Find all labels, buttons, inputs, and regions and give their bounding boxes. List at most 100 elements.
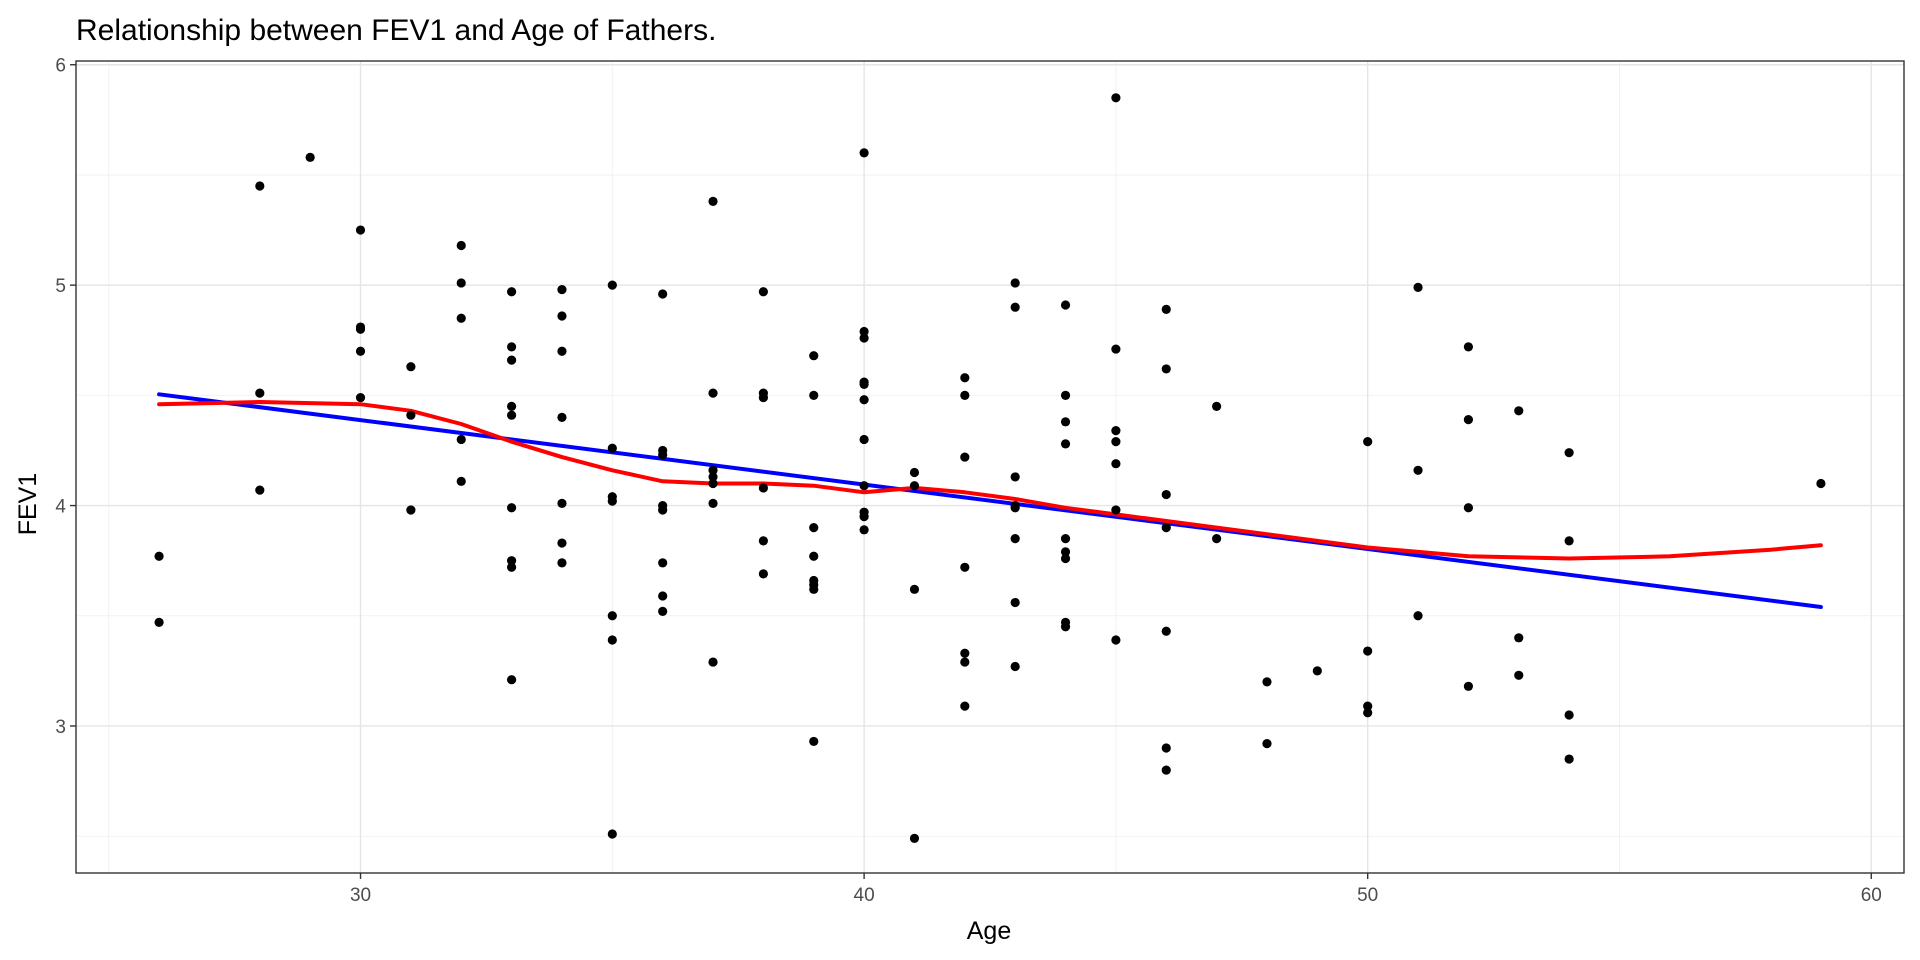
data-point (1564, 536, 1574, 546)
data-point (1564, 710, 1574, 720)
data-point (859, 333, 869, 343)
data-point (809, 551, 819, 561)
data-point (1010, 661, 1020, 672)
data-point (809, 523, 819, 533)
data-point (658, 591, 668, 601)
data-point (154, 551, 164, 561)
data-point (1161, 304, 1171, 315)
data-point (859, 148, 869, 158)
data-point (305, 152, 315, 162)
data-point (506, 503, 517, 513)
data-point (1463, 503, 1474, 513)
data-point (708, 478, 718, 489)
data-point (456, 278, 466, 288)
data-point (708, 388, 718, 398)
x-tick-label: 60 (1861, 885, 1882, 906)
y-tick-label: 3 (55, 717, 66, 738)
data-point (1363, 701, 1373, 711)
data-point (1060, 439, 1071, 449)
data-point (1161, 626, 1171, 636)
data-point (1363, 708, 1373, 718)
data-point (859, 379, 869, 389)
y-tick-label: 4 (55, 497, 66, 518)
data-point (708, 472, 718, 482)
data-point (909, 833, 920, 843)
data-point (909, 584, 920, 594)
data-point (506, 675, 517, 685)
data-point (1010, 472, 1020, 482)
data-point (506, 556, 517, 566)
data-point (758, 536, 768, 546)
chart-title: Relationship between FEV1 and Age of Fat… (76, 14, 716, 47)
data-point (1514, 633, 1524, 643)
data-point (1111, 437, 1121, 447)
data-point (960, 648, 970, 658)
data-point (758, 287, 768, 297)
data-point (1161, 765, 1171, 775)
data-point (1111, 344, 1121, 354)
data-point (1463, 415, 1474, 425)
data-point (758, 483, 768, 493)
data-point (809, 584, 819, 594)
data-point (456, 313, 466, 323)
data-point (607, 443, 617, 453)
data-point (1161, 743, 1171, 753)
data-point (859, 511, 869, 522)
data-point (1060, 390, 1071, 400)
data-point (1816, 478, 1826, 489)
data-point (607, 280, 617, 290)
data-point (658, 289, 668, 299)
axis-ticks: 30 40 50 60 3 4 5 6 (55, 56, 1881, 906)
data-point (1060, 553, 1071, 564)
y-tick-label: 5 (55, 276, 66, 297)
data-point (557, 558, 567, 568)
data-point (607, 829, 617, 839)
data-point (658, 558, 668, 568)
data-point (1413, 282, 1423, 292)
data-point (809, 351, 819, 361)
data-point (557, 498, 567, 508)
data-points (154, 93, 1826, 843)
data-point (355, 324, 366, 334)
data-point (960, 390, 970, 400)
data-point (1060, 417, 1071, 427)
data-point (859, 525, 869, 535)
data-point (506, 562, 517, 572)
data-point (406, 362, 416, 372)
data-point (456, 476, 466, 486)
data-point (557, 538, 567, 548)
data-point (1413, 611, 1423, 621)
data-point (1564, 448, 1574, 458)
data-point (1111, 505, 1121, 515)
data-point (1111, 93, 1121, 103)
data-point (859, 481, 869, 491)
data-point (1111, 426, 1121, 436)
data-point (859, 395, 869, 405)
y-axis-title: FEV1 (14, 473, 42, 536)
data-point (557, 412, 567, 423)
data-point (859, 434, 869, 445)
data-point (960, 657, 970, 667)
data-point (1060, 547, 1071, 557)
data-point (1010, 302, 1020, 312)
data-point (708, 465, 718, 475)
data-point (960, 701, 970, 711)
data-point (758, 569, 768, 579)
panel-border (75, 60, 1905, 874)
data-point (758, 392, 768, 403)
data-point (1262, 739, 1272, 749)
data-point (506, 342, 517, 352)
data-point (1161, 523, 1171, 533)
data-point (1060, 622, 1071, 632)
data-point (960, 452, 970, 462)
x-tick-label: 40 (854, 885, 875, 906)
grid (76, 61, 1904, 873)
data-point (708, 498, 718, 508)
data-point (506, 287, 517, 297)
data-point (506, 401, 517, 411)
data-point (557, 311, 567, 321)
data-point (658, 450, 668, 460)
data-point (1514, 670, 1524, 680)
y-tick-label: 6 (55, 56, 66, 77)
